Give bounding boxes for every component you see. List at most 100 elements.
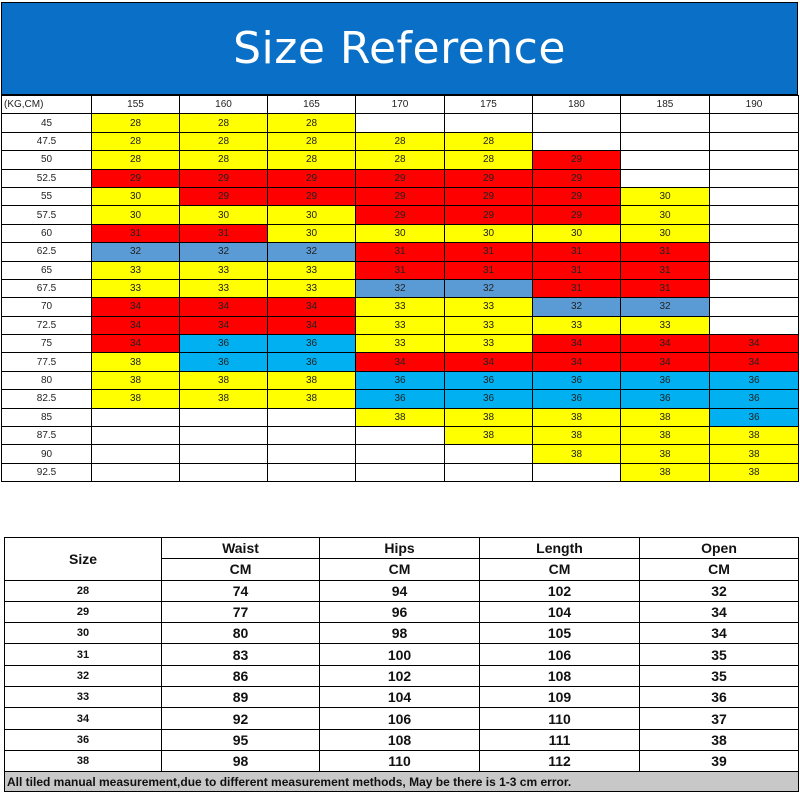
empty-cell	[91, 407, 180, 428]
size-cell: 38	[355, 407, 445, 428]
measurement-header-row: Size Waist Hips Length Open	[4, 536, 799, 581]
measurement-value: 95	[161, 728, 320, 751]
weight-label: 87.5	[1, 426, 92, 446]
measurement-value: 36	[639, 686, 799, 709]
size-chart-table: (KG,CM) 155 160 165 170 175 180 185 190 45 28 28 28 4…	[1, 94, 799, 483]
size-cell: 36	[532, 370, 621, 391]
weight-row: 55 30 29 29 29 29 29 30	[1, 186, 799, 207]
note-row: All tiled manual measurement,due to diff…	[4, 771, 799, 793]
empty-cell	[620, 131, 710, 152]
empty-cell	[355, 426, 445, 446]
size-cell: 33	[355, 315, 445, 336]
weight-label: 47.5	[1, 131, 92, 152]
empty-cell	[532, 462, 621, 483]
weight-row: 72.5 34 34 34 33 33 33 33	[1, 315, 799, 336]
weight-row: 67.5 33 33 33 32 32 31 31	[1, 278, 799, 299]
weight-row: 87.5 38 38 38 38	[1, 426, 799, 446]
measurement-value: 92	[161, 707, 320, 730]
size-cell: 32	[355, 278, 445, 299]
size-cell: 36	[355, 389, 445, 409]
empty-cell	[532, 113, 621, 133]
empty-cell	[444, 444, 533, 464]
size-cell: 31	[179, 223, 268, 244]
size-cell: 33	[444, 315, 533, 336]
size-cell: 31	[355, 242, 445, 262]
page-title: Size Reference	[233, 23, 566, 74]
size-cell: 31	[620, 278, 710, 299]
measurement-value: 110	[479, 707, 640, 730]
size-cell: 31	[91, 223, 180, 244]
empty-cell	[709, 131, 799, 152]
size-cell: 33	[620, 315, 710, 336]
size-cell: 30	[91, 205, 180, 225]
size-cell: 33	[444, 297, 533, 317]
measurement-value: 106	[479, 643, 640, 666]
empty-cell	[620, 168, 710, 188]
weight-label: 75	[1, 334, 92, 354]
size-cell: 36	[444, 370, 533, 391]
size-cell: 34	[355, 352, 445, 372]
measurement-value: 112	[479, 749, 640, 773]
empty-cell	[709, 205, 799, 225]
empty-cell	[355, 444, 445, 464]
size-cell: 33	[179, 278, 268, 299]
height-header: 160	[179, 94, 268, 115]
size-column-header: Size	[4, 537, 162, 581]
size-cell: 29	[532, 168, 621, 188]
size-cell: 33	[267, 260, 356, 280]
empty-cell	[91, 462, 180, 483]
measurement-row: 30 80 98 105 34	[4, 622, 799, 645]
size-cell: 34	[91, 334, 180, 354]
size-cell: 33	[267, 278, 356, 299]
measurement-value: 108	[319, 728, 480, 751]
empty-cell	[267, 426, 356, 446]
size-cell: 36	[179, 334, 268, 354]
weight-label: 82.5	[1, 389, 92, 409]
size-value: 32	[4, 664, 162, 688]
empty-cell	[620, 113, 710, 133]
size-cell: 36	[532, 389, 621, 409]
measurement-row: 33 89 104 109 36	[4, 686, 799, 709]
measurement-value: 89	[161, 686, 320, 709]
measurement-row: 36 95 108 111 38	[4, 728, 799, 751]
size-cell: 34	[91, 315, 180, 336]
size-cell: 38	[709, 444, 799, 464]
size-cell: 30	[444, 223, 533, 244]
measurement-value: 32	[639, 579, 799, 602]
size-cell: 33	[444, 334, 533, 354]
size-cell: 29	[179, 186, 268, 207]
weight-row: 50 28 28 28 28 28 29	[1, 150, 799, 170]
size-value: 33	[4, 686, 162, 709]
measurement-value: 98	[161, 749, 320, 773]
height-header: 180	[532, 94, 621, 115]
measurement-value: 80	[161, 622, 320, 645]
size-cell: 31	[532, 242, 621, 262]
size-cell: 34	[179, 297, 268, 317]
size-cell: 38	[179, 389, 268, 409]
size-value: 38	[4, 749, 162, 773]
measurement-value: 74	[161, 579, 320, 602]
size-cell: 29	[444, 186, 533, 207]
size-cell: 36	[355, 370, 445, 391]
empty-cell	[709, 113, 799, 133]
size-cell: 29	[267, 168, 356, 188]
empty-cell	[709, 297, 799, 317]
size-cell: 28	[355, 131, 445, 152]
measurement-value: 35	[639, 664, 799, 688]
size-cell: 32	[91, 242, 180, 262]
weight-row: 92.5 38 38	[1, 462, 799, 483]
size-cell: 28	[91, 150, 180, 170]
size-cell: 29	[444, 205, 533, 225]
height-header: 155	[91, 94, 180, 115]
size-cell: 34	[620, 352, 710, 372]
size-cell: 33	[532, 315, 621, 336]
measurement-column-header: Waist	[161, 536, 320, 560]
size-cell: 30	[267, 223, 356, 244]
size-cell: 34	[267, 315, 356, 336]
measurement-value: 86	[161, 664, 320, 688]
size-cell: 38	[91, 370, 180, 391]
empty-cell	[179, 426, 268, 446]
empty-cell	[444, 462, 533, 483]
empty-cell	[709, 168, 799, 188]
measurement-value: 105	[479, 622, 640, 645]
